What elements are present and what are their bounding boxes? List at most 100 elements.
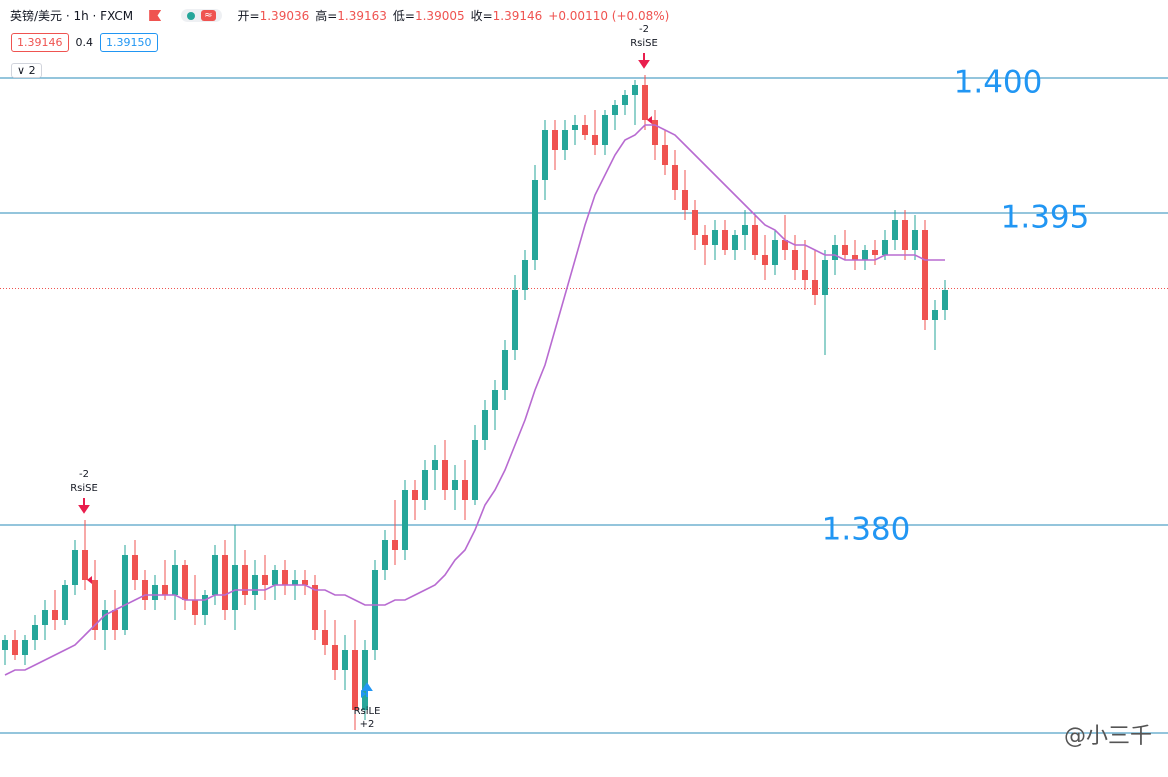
candle-body [522,260,528,290]
candle-body [782,240,788,250]
signal-flag [361,690,366,698]
signal-name: RsiLE [354,706,381,717]
candle-body [372,570,378,650]
candle-body [752,225,758,255]
candle-body [832,245,838,260]
candle-body [382,540,388,570]
level-annotation: 1.380 [822,512,911,548]
candle-body [242,565,248,595]
ohlc-item: 开=1.39036 [238,7,310,24]
candle-body [732,235,738,250]
ohlc-item: 低=1.39005 [393,7,465,24]
moving-average [4,124,945,676]
candle-body [262,575,268,585]
candle-body [222,555,228,610]
ohlc-value: 1.39005 [414,9,465,23]
candle-body [692,210,698,235]
candle-body [772,240,778,265]
candle-body [702,235,708,245]
candle-body [802,270,808,280]
candle-body [112,610,118,630]
candle-body [562,130,568,150]
signal-qty: -2 [79,469,89,480]
candle-body [362,650,368,710]
candle-body [182,565,188,600]
candle-body [552,130,558,150]
candle-body [352,650,358,710]
candle-body [92,580,98,630]
candle-body [712,230,718,245]
level-annotation: 1.400 [954,65,1043,101]
ohlc: 开=1.39036 高=1.39163 低=1.39005 收=1.39146 [238,7,543,24]
candle-body [932,310,938,320]
candle-body [792,250,798,270]
candle-body [462,480,468,500]
candle-body [152,585,158,600]
signal-name: RsiSE [630,38,658,49]
candle-body [652,120,658,145]
quote-row: 1.39146 0.4 1.39150 [11,33,158,52]
indicator-toggle[interactable]: ∨ 2 [11,63,42,78]
candle-body [252,575,258,595]
candle-body [82,550,88,580]
candle-body [452,480,458,490]
candle-body [862,250,868,260]
candle-body [292,580,298,585]
level-annotation: 1.395 [1001,200,1090,236]
candle-body [532,180,538,260]
candle-body [342,650,348,670]
signal-qty: +2 [360,719,375,730]
candle-body [812,280,818,295]
candle-body [762,255,768,265]
signal-arrow [638,53,650,69]
candle-body [492,390,498,410]
candle-body [102,610,108,630]
candle-body [312,585,318,630]
candle-body [272,570,278,585]
candle-body [852,255,858,260]
candle-body [902,220,908,250]
ask-box[interactable]: 1.39150 [100,33,158,52]
candle-body [72,550,78,585]
candle-body [742,225,748,235]
candle-body [892,220,898,240]
candle-body [572,125,578,130]
ohlc-label: 开= [237,9,260,23]
candle-body [122,555,128,630]
candle-body [642,85,648,120]
candle-body [142,580,148,600]
candle-body [432,460,438,470]
candle-body [162,585,168,595]
symbol-title: 英镑/美元 · 1h · FXCM [10,9,134,23]
wave-icon: ≈ [201,10,216,21]
candle-body [172,565,178,595]
status-dot [187,11,196,20]
ohlc-label: 低= [392,9,415,23]
candle-body [442,460,448,490]
candle-body [332,645,338,670]
candle-body [2,640,8,650]
candle-body [922,230,928,320]
bid-box[interactable]: 1.39146 [11,33,69,52]
watermark: @小三千 [1063,724,1152,749]
ohlc-value: 1.39036 [259,9,310,23]
candle-body [612,105,618,115]
signal-name: RsiSE [70,483,98,494]
status-pill[interactable]: ≈ [181,9,222,22]
header: 英镑/美元 · 1h · FXCM ≈ 开=1.39036 高=1.39163 低=… [10,7,669,24]
ohlc-label: 高= [315,9,338,23]
candle-body [192,600,198,615]
candle-body [662,145,668,165]
candle-body [822,260,828,295]
candle-body [32,625,38,640]
flag-icon[interactable] [149,10,162,21]
signal-arrow [361,682,373,697]
candle-body [322,630,328,645]
candle-body [302,580,308,585]
candle-body [912,230,918,250]
candle-body [502,350,508,390]
candle-body [602,115,608,145]
candle-body [282,570,288,585]
candle-body [42,610,48,625]
